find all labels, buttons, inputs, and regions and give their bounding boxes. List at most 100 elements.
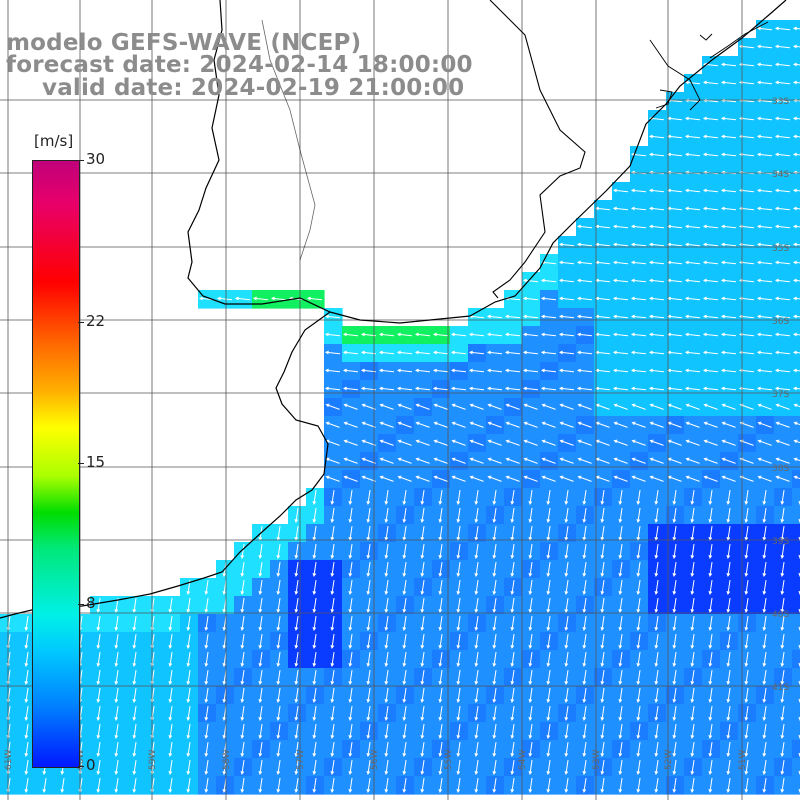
wind-arrow xyxy=(582,544,587,559)
longitude-label: 53W xyxy=(592,750,602,770)
wind-arrow xyxy=(720,332,737,337)
wind-arrow xyxy=(612,278,629,283)
wind-arrow xyxy=(720,224,737,229)
wind-arrow xyxy=(672,688,677,703)
latitude-label: 37S xyxy=(772,390,789,400)
wind-arrow xyxy=(456,688,461,703)
wind-arrow xyxy=(397,439,412,446)
wind-arrow xyxy=(276,652,281,667)
longitude-label: 55W xyxy=(444,750,454,770)
wind-arrow xyxy=(774,188,791,193)
wind-arrow xyxy=(690,652,695,667)
wind-arrow xyxy=(775,439,790,446)
wind-arrow xyxy=(456,778,461,793)
wind-arrow xyxy=(630,314,647,319)
wind-arrow xyxy=(348,598,353,613)
wind-arrow xyxy=(654,616,659,631)
wind-arrow xyxy=(348,724,353,739)
wind-arrow xyxy=(456,616,461,631)
wind-arrow xyxy=(505,439,520,446)
wind-arrow xyxy=(792,350,800,355)
wind-speed-cell xyxy=(792,488,800,507)
wind-arrow xyxy=(456,670,461,685)
colorbar-tick-mark xyxy=(78,604,84,606)
wind-arrow xyxy=(684,242,701,247)
wind-arrow xyxy=(630,188,647,193)
wind-arrow xyxy=(510,490,515,505)
wind-arrow xyxy=(559,475,574,482)
wind-arrow xyxy=(492,688,497,703)
longitude-label: 52W xyxy=(664,750,674,770)
wind-arrow xyxy=(42,778,47,793)
wind-arrow xyxy=(546,634,551,649)
wind-arrow xyxy=(726,580,731,595)
wind-arrow xyxy=(684,260,701,265)
wind-arrow xyxy=(204,760,209,775)
wind-arrow xyxy=(420,670,425,685)
wind-arrow xyxy=(420,652,425,667)
wind-arrow xyxy=(415,403,430,410)
wind-arrow xyxy=(456,724,461,739)
wind-arrow xyxy=(702,260,719,265)
wind-arrow xyxy=(762,742,767,757)
wind-arrow xyxy=(366,760,371,775)
wind-arrow xyxy=(559,421,574,428)
wind-arrow xyxy=(361,439,376,446)
wind-arrow xyxy=(510,562,515,577)
wind-arrow xyxy=(456,508,461,523)
wind-arrow xyxy=(774,224,791,229)
longitude-label: 51W xyxy=(738,750,748,770)
wind-arrow xyxy=(366,490,371,505)
wind-arrow xyxy=(486,386,503,391)
wind-arrow xyxy=(450,350,467,355)
wind-arrow xyxy=(654,490,659,505)
wind-arrow xyxy=(492,652,497,667)
wind-arrow xyxy=(487,439,502,446)
wind-arrow xyxy=(438,652,443,667)
wind-arrow xyxy=(792,224,800,229)
wind-arrow xyxy=(492,760,497,775)
colorbar-tick-label: 0 xyxy=(86,756,96,774)
wind-arrow xyxy=(618,760,623,775)
wind-arrow xyxy=(402,760,407,775)
wind-arrow xyxy=(636,688,641,703)
wind-arrow xyxy=(204,652,209,667)
wind-arrow xyxy=(114,688,119,703)
wind-arrow xyxy=(685,457,700,464)
wind-arrow xyxy=(726,598,731,613)
wind-arrow xyxy=(612,368,629,373)
wind-arrow xyxy=(402,706,407,721)
wind-arrow xyxy=(726,688,731,703)
wind-arrow xyxy=(792,188,800,193)
wind-speed-cell xyxy=(792,596,800,615)
wind-arrow xyxy=(114,634,119,649)
wind-arrow xyxy=(402,508,407,523)
wind-arrow xyxy=(469,475,484,482)
wind-arrow xyxy=(348,778,353,793)
longitude-label: 61W xyxy=(4,750,14,770)
wind-arrow xyxy=(618,580,623,595)
wind-arrow xyxy=(582,580,587,595)
wind-speed-cell xyxy=(792,686,800,705)
wind-arrow xyxy=(379,421,394,428)
wind-arrow xyxy=(702,224,719,229)
wind-arrow xyxy=(546,544,551,559)
wind-arrow xyxy=(492,616,497,631)
wind-arrow xyxy=(762,634,767,649)
wind-arrow xyxy=(379,403,394,410)
wind-arrow xyxy=(414,368,431,373)
wind-arrow xyxy=(168,670,173,685)
wind-arrow xyxy=(672,562,677,577)
wind-arrow xyxy=(792,314,800,319)
wind-arrow xyxy=(438,778,443,793)
wind-arrow xyxy=(456,706,461,721)
wind-arrow xyxy=(96,742,101,757)
wind-arrow xyxy=(456,652,461,667)
wind-arrow xyxy=(762,598,767,613)
wind-arrow xyxy=(276,688,281,703)
wind-arrow xyxy=(330,616,335,631)
wind-arrow xyxy=(384,778,389,793)
wind-arrow xyxy=(720,368,737,373)
wind-arrow xyxy=(168,724,173,739)
wind-arrow xyxy=(114,706,119,721)
